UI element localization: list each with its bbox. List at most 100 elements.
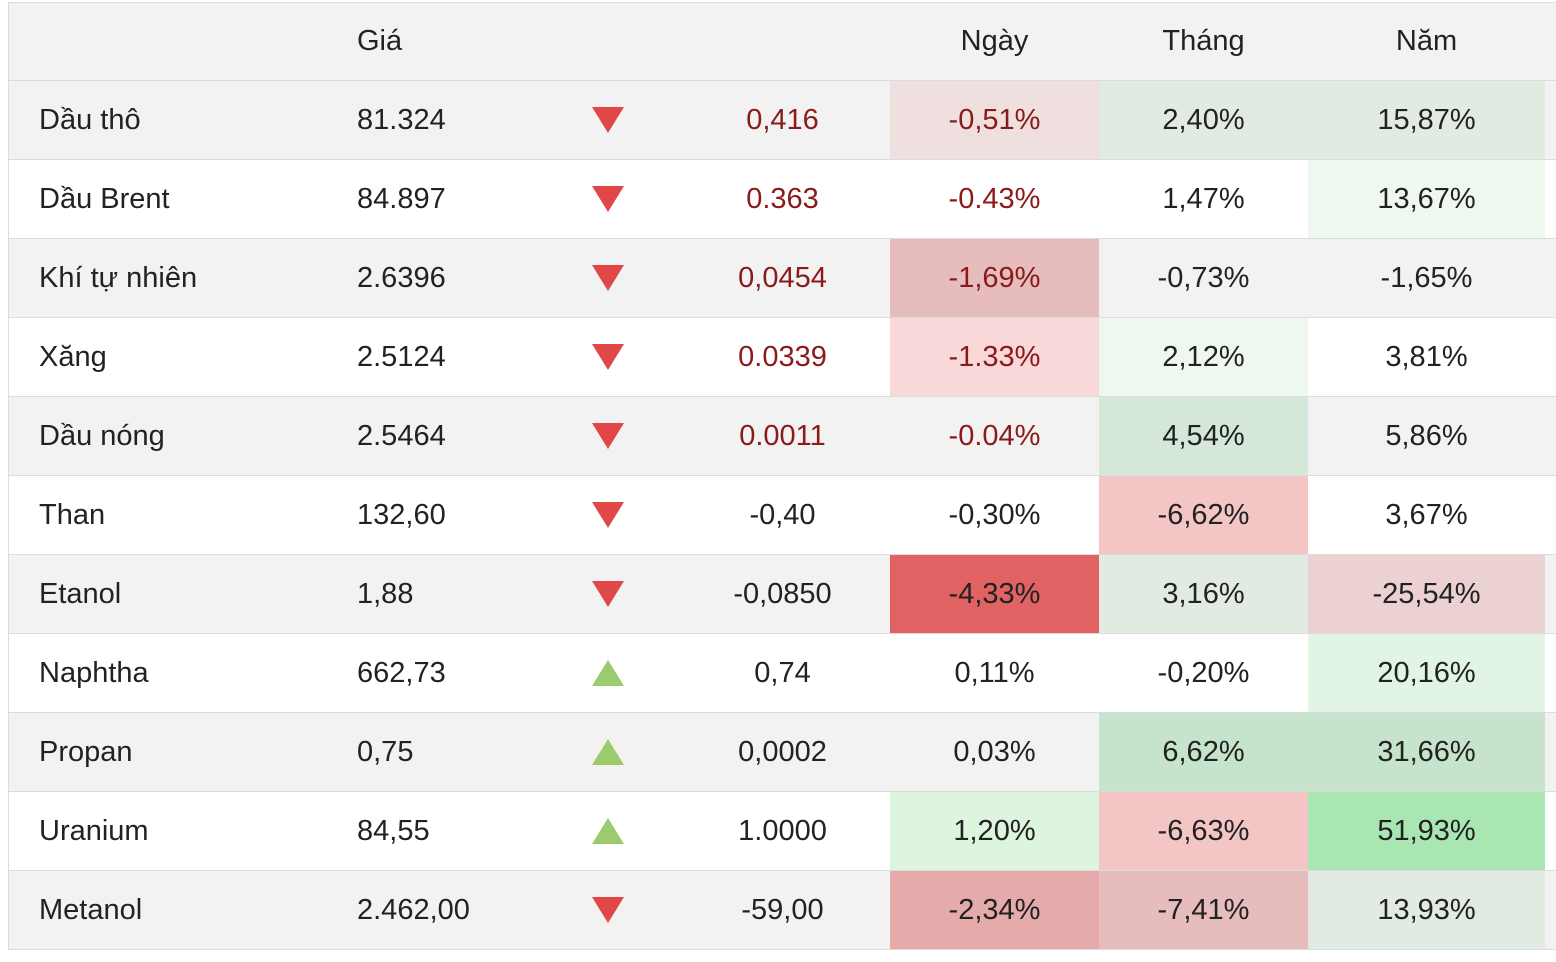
price-value: 84,55	[357, 814, 430, 847]
day-change: -0.43%	[948, 182, 1041, 215]
triangle-up-icon	[592, 818, 624, 844]
month-change: -6,63%	[1099, 792, 1308, 870]
triangle-down-icon	[592, 423, 624, 449]
table-row[interactable]: Etanol 1,88 -0,0850 -4,33% 3,16% -25,54%	[9, 555, 1556, 634]
month-change: -7,41%	[1099, 871, 1308, 949]
table-row[interactable]: Dầu Brent 84.897 0.363 -0.43% 1,47% 13,67%	[9, 160, 1556, 239]
arrow-down-icon	[579, 476, 637, 554]
triangle-down-icon	[592, 344, 624, 370]
table-row[interactable]: Khí tự nhiên 2.6396 0,0454 -1,69% -0,73% -1,6…	[9, 239, 1556, 318]
header-month[interactable]: Tháng	[1162, 25, 1245, 57]
table-row[interactable]: Xăng 2.5124 0.0339 -1.33% 2,12% 3,81%	[9, 318, 1556, 397]
commodity-name[interactable]: Khí tự nhiên	[39, 261, 198, 294]
arrow-up-icon	[579, 713, 637, 791]
day-change: -0.04%	[948, 419, 1041, 452]
day-change: 0,03%	[953, 735, 1036, 768]
commodity-name[interactable]: Uranium	[39, 814, 149, 847]
triangle-down-icon	[592, 107, 624, 133]
table-header: Giá Ngày Tháng Năm	[9, 3, 1556, 81]
month-change: 2,40%	[1099, 81, 1308, 159]
day-change: -2,34%	[890, 871, 1099, 949]
triangle-down-icon	[592, 581, 624, 607]
arrow-down-icon	[579, 239, 637, 317]
change-value: 0,416	[746, 103, 819, 136]
year-change: 5,86%	[1385, 419, 1468, 452]
month-change: -6,62%	[1099, 476, 1308, 554]
triangle-down-icon	[592, 897, 624, 923]
month-change: 2,12%	[1099, 318, 1308, 396]
commodity-name[interactable]: Dầu nóng	[39, 419, 165, 452]
price-value: 2.462,00	[357, 893, 470, 926]
year-change: 3,81%	[1385, 340, 1468, 373]
year-change: -1,65%	[1380, 261, 1473, 294]
price-value: 81.324	[357, 103, 446, 136]
commodity-name[interactable]: Metanol	[39, 893, 143, 926]
triangle-down-icon	[592, 502, 624, 528]
year-change: 3,67%	[1385, 498, 1468, 531]
price-value: 132,60	[357, 498, 446, 531]
change-value: -59,00	[741, 893, 824, 926]
price-value: 84.897	[357, 182, 446, 215]
commodity-name[interactable]: Xăng	[39, 340, 107, 373]
change-value: 0,0454	[738, 261, 827, 294]
table-row[interactable]: Uranium 84,55 1.0000 1,20% -6,63% 51,93%	[9, 792, 1556, 871]
year-change: 20,16%	[1308, 634, 1545, 712]
day-change: -1.33%	[890, 318, 1099, 396]
change-value: 1.0000	[738, 814, 827, 847]
price-value: 1,88	[357, 577, 414, 610]
month-change: 3,16%	[1099, 555, 1308, 633]
change-value: 0.363	[746, 182, 819, 215]
price-value: 2.5464	[357, 419, 446, 452]
arrow-down-icon	[579, 555, 637, 633]
arrow-down-icon	[579, 81, 637, 159]
year-change: 15,87%	[1308, 81, 1545, 159]
year-change: 13,93%	[1308, 871, 1545, 949]
price-value: 2.5124	[357, 340, 446, 373]
price-value: 662,73	[357, 656, 446, 689]
commodity-name[interactable]: Propan	[39, 735, 133, 768]
table-row[interactable]: Propan 0,75 0,0002 0,03% 6,62% 31,66%	[9, 713, 1556, 792]
commodity-name[interactable]: Dầu thô	[39, 103, 141, 136]
triangle-up-icon	[592, 660, 624, 686]
change-value: 0,0002	[738, 735, 827, 768]
day-change: -1,69%	[890, 239, 1099, 317]
change-value: 0.0011	[739, 419, 826, 452]
day-change: -0,51%	[890, 81, 1099, 159]
header-price[interactable]: Giá	[357, 25, 403, 57]
arrow-down-icon	[579, 160, 637, 238]
day-change: -0,30%	[948, 498, 1041, 531]
triangle-down-icon	[592, 265, 624, 291]
table-row[interactable]: Naphtha 662,73 0,74 0,11% -0,20% 20,16%	[9, 634, 1556, 713]
header-year[interactable]: Năm	[1395, 25, 1458, 57]
month-change: 6,62%	[1099, 713, 1308, 791]
year-change: 51,93%	[1308, 792, 1545, 870]
year-change: -25,54%	[1308, 555, 1545, 633]
arrow-down-icon	[579, 397, 637, 475]
change-value: 0,74	[754, 656, 811, 689]
triangle-up-icon	[592, 739, 624, 765]
change-value: -0,0850	[733, 577, 832, 610]
day-change: -4,33%	[890, 555, 1099, 633]
table-row[interactable]: Metanol 2.462,00 -59,00 -2,34% -7,41% 13,93%	[9, 871, 1556, 950]
price-value: 2.6396	[357, 261, 446, 294]
month-change: -0,73%	[1157, 261, 1250, 294]
table-row[interactable]: Than 132,60 -0,40 -0,30% -6,62% 3,67%	[9, 476, 1556, 555]
month-change: 1,47%	[1162, 182, 1245, 215]
arrow-up-icon	[579, 792, 637, 870]
change-value: 0.0339	[738, 340, 827, 373]
arrow-down-icon	[579, 871, 637, 949]
commodity-name[interactable]: Etanol	[39, 577, 122, 610]
change-value: -0,40	[749, 498, 816, 531]
commodity-name[interactable]: Dầu Brent	[39, 182, 170, 215]
commodity-name[interactable]: Than	[39, 498, 106, 531]
header-day[interactable]: Ngày	[960, 25, 1029, 57]
table-row[interactable]: Dầu thô 81.324 0,416 -0,51% 2,40% 15,87%	[9, 81, 1556, 160]
year-change: 13,67%	[1308, 160, 1545, 238]
commodity-name[interactable]: Naphtha	[39, 656, 149, 689]
day-change: 1,20%	[890, 792, 1099, 870]
commodity-table: Giá Ngày Tháng Năm Dầu thô 81.324 0,416 -0,…	[8, 2, 1556, 950]
month-change: 4,54%	[1099, 397, 1308, 475]
table-row[interactable]: Dầu nóng 2.5464 0.0011 -0.04% 4,54% 5,86%	[9, 397, 1556, 476]
month-change: -0,20%	[1157, 656, 1250, 689]
year-change: 31,66%	[1308, 713, 1545, 791]
